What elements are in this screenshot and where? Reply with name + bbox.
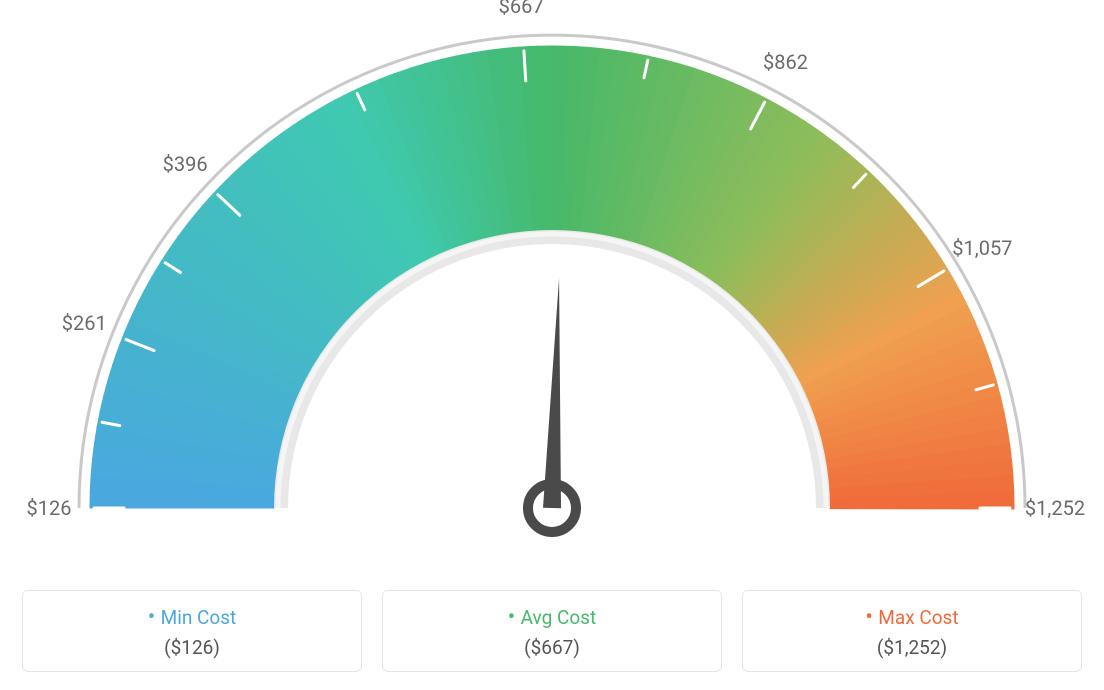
legend-max-label: Max Cost [743, 605, 1081, 630]
legend-avg-value: ($667) [383, 636, 721, 659]
legend-card-max: Max Cost ($1,252) [742, 590, 1082, 672]
gauge-tick-label: $126 [27, 496, 72, 520]
gauge-tick-label: $1,252 [1025, 496, 1085, 520]
legend-max-value: ($1,252) [743, 636, 1081, 659]
gauge-tick-label: $862 [763, 50, 808, 74]
legend-min-label: Min Cost [23, 605, 361, 630]
gauge-tick-label: $261 [62, 311, 107, 335]
gauge-tick-label: $1,057 [952, 236, 1012, 260]
legend-card-avg: Avg Cost ($667) [382, 590, 722, 672]
gauge-tick-label: $667 [499, 0, 544, 18]
gauge-chart: $126 $261 $396 $667 $862 $1,057 $1,252 [0, 0, 1104, 560]
gauge-svg [0, 0, 1104, 560]
gauge-tick-label: $396 [163, 152, 208, 176]
legend-card-min: Min Cost ($126) [22, 590, 362, 672]
legend-row: Min Cost ($126) Avg Cost ($667) Max Cost… [0, 590, 1104, 672]
legend-avg-label: Avg Cost [383, 605, 721, 630]
legend-min-value: ($126) [23, 636, 361, 659]
chart-container: $126 $261 $396 $667 $862 $1,057 $1,252 Min Cos… [0, 0, 1104, 690]
